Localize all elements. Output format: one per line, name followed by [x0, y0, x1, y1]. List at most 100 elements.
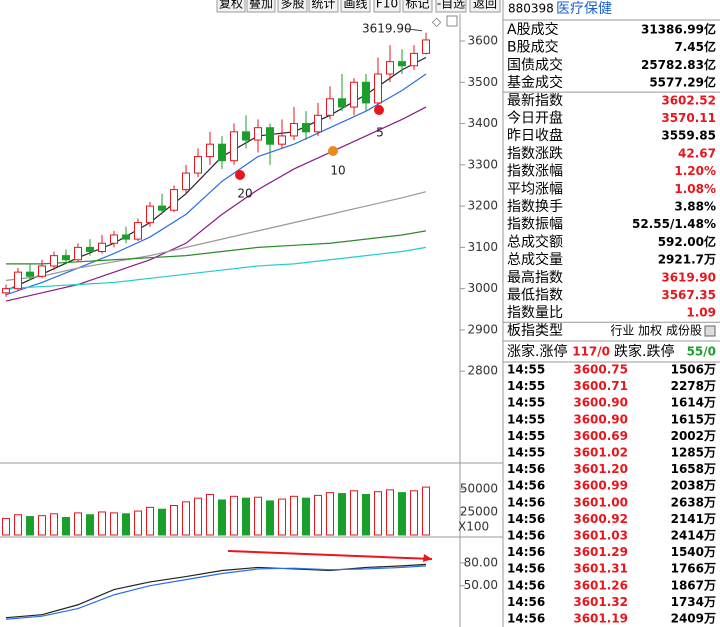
type-label: 板指类型 [507, 323, 563, 339]
row-label: 最高指数 [507, 269, 563, 286]
toolbar-button[interactable] [435, 0, 467, 13]
row-label: A股成交 [507, 21, 559, 38]
signal-icon[interactable] [374, 105, 384, 115]
annotation: 5 [376, 126, 384, 140]
tick-price: 3601.19 [573, 612, 628, 626]
toolbar-label[interactable]: 复权 [219, 0, 243, 11]
breadth-value: 117/0 [572, 345, 610, 359]
row-value: 5577.29亿 [649, 75, 716, 90]
toolbar-button[interactable] [340, 0, 371, 13]
row-label: 平均涨幅 [507, 181, 563, 197]
volume-bar [386, 489, 394, 536]
candle-body [86, 246, 94, 253]
candle-body [134, 222, 142, 240]
candle-body [314, 114, 322, 133]
volume-bar [98, 511, 106, 536]
toolbar-label[interactable]: 返回 [473, 0, 497, 11]
candle-body [242, 131, 250, 141]
row-value: 3.88% [674, 200, 716, 214]
toolbar-button[interactable] [402, 0, 433, 13]
signal-icon[interactable] [235, 170, 245, 180]
volume-bar [170, 505, 178, 536]
tick-volume: 1540万 [671, 545, 716, 559]
tick-price: 3600.99 [573, 479, 628, 493]
toolbar-button[interactable] [216, 0, 246, 13]
volume-bar [362, 493, 370, 536]
volume-bar [302, 497, 310, 536]
candle-body [170, 189, 178, 211]
toolbar-button[interactable] [469, 0, 501, 13]
tick-time: 14:55 [507, 379, 545, 393]
volume-bar [50, 513, 58, 536]
candle-body [26, 271, 34, 277]
indicator-line [5, 563, 427, 619]
row-label: B股成交 [507, 39, 559, 56]
tick-time: 14:55 [507, 412, 545, 426]
row-label: 最新指数 [507, 93, 563, 109]
toolbar-label[interactable]: 标记 [405, 0, 429, 11]
candle-body [2, 288, 10, 294]
volume-bar [338, 493, 346, 536]
candle-body [254, 127, 262, 141]
row-label: 总成交量 [507, 251, 563, 268]
tick-time: 14:56 [507, 595, 545, 609]
candle-body [218, 143, 226, 162]
y-tick-label: 3600 [467, 34, 498, 48]
volume-bar [26, 516, 34, 536]
row-value: 42.67 [678, 146, 716, 160]
breadth-label: 跌家.跌停 [614, 343, 674, 360]
row-value: 52.55/1.48% [632, 217, 716, 231]
row-value: 3619.90 [661, 270, 716, 284]
volume-bar [62, 517, 70, 536]
tick-price: 3600.75 [573, 363, 628, 377]
toolbar-label[interactable]: 叠加 [249, 0, 273, 11]
toolbar-label[interactable]: 画线 [343, 0, 367, 11]
tick-volume: 2409万 [671, 612, 716, 626]
volume-bar [350, 490, 358, 536]
tick-price: 3600.92 [573, 512, 628, 526]
candle-body [98, 242, 106, 253]
tick-time: 14:56 [507, 562, 545, 576]
tick-price: 3601.29 [573, 545, 628, 559]
row-value: 3567.35 [661, 288, 716, 302]
tick-volume: 2638万 [671, 495, 716, 509]
y-tick-label: 3500 [467, 75, 498, 89]
trend-arrow-head [423, 554, 432, 562]
toolbar-label[interactable]: -自选 [437, 0, 465, 11]
signal-icon[interactable] [328, 146, 338, 156]
row-value: 3570.11 [661, 111, 716, 125]
code: 880398 [508, 2, 554, 16]
toolbar-label[interactable]: F10 [376, 0, 398, 11]
annotation-arrow [405, 28, 423, 32]
candle-body [386, 61, 394, 75]
toolbar-label[interactable]: 多股 [280, 0, 304, 11]
row-label: 基金成交 [507, 74, 563, 91]
volume-bar [38, 515, 46, 536]
icon-window[interactable] [446, 15, 458, 27]
y-tick-label: 3000 [467, 281, 498, 295]
candle-body [38, 265, 46, 277]
type-icon[interactable] [704, 325, 716, 337]
icon-diamond[interactable]: ◇ [432, 15, 442, 29]
toolbar-button[interactable] [308, 0, 339, 13]
toolbar-button[interactable] [246, 0, 276, 13]
toolbar-button[interactable] [277, 0, 308, 13]
candle-body [374, 73, 382, 104]
candle-body [338, 98, 346, 108]
toolbar-button[interactable] [373, 0, 401, 13]
volume-bar [14, 514, 22, 536]
volume-bar [122, 513, 130, 536]
toolbar-label[interactable]: 统计 [311, 0, 335, 11]
candle-body [122, 234, 130, 240]
row-value: 25782.83亿 [641, 57, 716, 72]
volume-bar [326, 492, 334, 536]
tick-volume: 2141万 [671, 512, 716, 526]
row-value: 1.09 [686, 306, 716, 320]
breadth-value: 55/0 [687, 345, 716, 359]
type-options[interactable]: 行业 加权 成份股 [610, 324, 702, 338]
tick-volume: 1285万 [671, 446, 716, 460]
tick-time: 14:55 [507, 446, 545, 460]
row-value: 2921.7万 [658, 253, 716, 267]
